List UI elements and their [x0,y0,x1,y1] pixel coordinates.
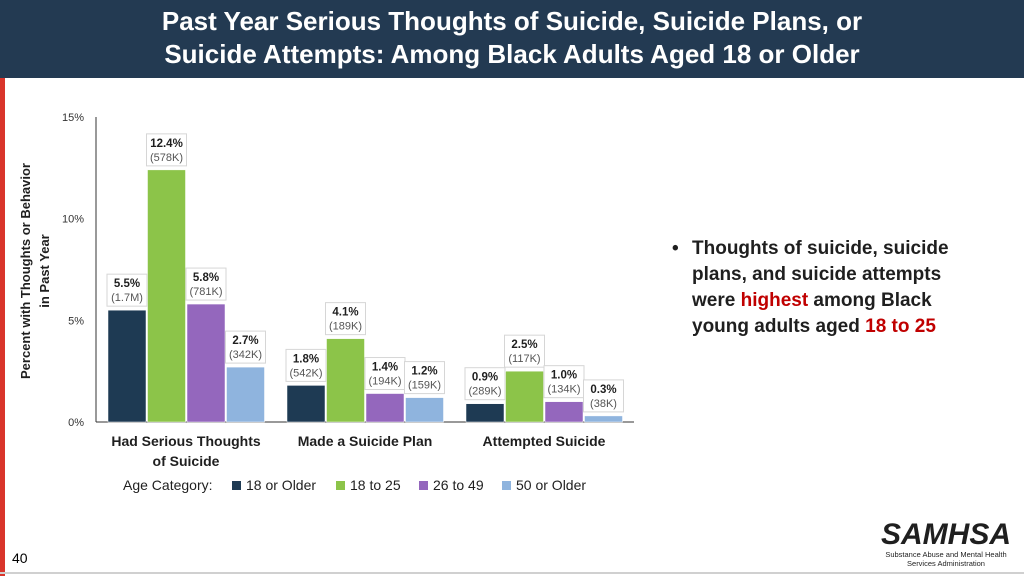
title-banner: Past Year Serious Thoughts of Suicide, S… [0,0,1024,78]
data-label-box [543,365,585,399]
bar [365,393,405,423]
logo-subtitle-line1: Substance Abuse and Mental Health [885,550,1007,559]
data-label-value: 5.5% [114,278,140,290]
data-label-value: 1.8% [293,353,319,365]
footer-divider [0,572,1024,574]
data-label-box [146,133,187,167]
data-label-value: 5.8% [193,272,219,284]
data-label-value: 12.4% [150,138,183,150]
bar [405,397,444,423]
y-axis-label-line1: Percent with Thoughts or Behavior [18,163,33,379]
data-label-box [106,273,148,307]
data-label-value: 1.4% [372,362,398,374]
data-label-count: (342K) [229,349,262,361]
data-label-value: 4.1% [332,307,358,319]
bar [286,385,326,423]
legend-swatch [232,481,241,490]
data-label-value: 0.3% [590,384,616,396]
x-tick-label: Made a Suicide Plan [298,433,433,449]
data-label-count: (159K) [408,380,441,392]
legend-swatch [419,481,428,490]
bullet-highlight-highest: highest [740,290,809,311]
legend-label: 18 or Older [246,477,316,493]
data-label-count: (1.7M) [111,292,143,304]
bar [326,338,365,423]
data-label-value: 0.9% [472,372,498,384]
data-label-box [285,348,327,382]
page-number: 40 [12,550,28,566]
logo-subtitle-line2: Services Administration [907,559,985,568]
data-label-box [504,334,545,368]
y-tick-label: 10% [62,214,84,226]
x-tick-label: of Suicide [153,453,220,469]
bullet-point: • Thoughts of suicide, suicide plans, an… [672,236,972,340]
data-label-box [325,302,366,336]
y-tick-label: 0% [68,417,84,429]
data-label-value: 2.5% [511,339,537,351]
legend-label: 26 to 49 [433,477,484,493]
bullet-text: Thoughts of suicide, suicide plans, and … [692,236,972,340]
logo-name: SAMHSA [880,518,1011,551]
legend-label: 18 to 25 [350,477,401,493]
data-label-value: 1.2% [411,366,437,378]
chart-title-line1: Past Year Serious Thoughts of Suicide, S… [161,6,863,36]
data-label-box [404,361,445,395]
bar [147,169,186,423]
bar [465,403,505,423]
legend-title: Age Category: [123,477,213,493]
bullet-text-part1: Thoughts of suicide, suicide plans, and … [692,238,949,311]
bar [584,415,623,423]
data-label-box [464,367,506,401]
data-label-count: (117K) [508,353,540,365]
bullet-highlight-age: 18 to 25 [865,316,936,337]
legend-swatch [502,481,511,490]
data-label-count: (542K) [289,367,322,379]
bullet-text-part2: among Black young adults aged [692,290,932,337]
samhsa-logo: SAMHSA Substance Abuse and Mental Health… [876,518,1016,569]
data-label-count: (578K) [150,152,183,164]
data-label-count: (289K) [468,386,501,398]
bullet-marker: • [672,238,679,259]
y-tick-label: 5% [68,315,84,327]
bar [226,366,265,423]
bar [544,401,584,423]
accent-bar [0,78,5,576]
data-label-box [185,267,227,301]
bar-chart: 0% 5% 10% 15% Percent with Thoughts or Behav… [18,112,634,493]
x-tick-label: Had Serious Thoughts [111,433,261,449]
legend-label: 50 or Older [516,477,586,493]
bar [186,303,226,423]
chart-title-line2: Suicide Attempts: Among Black Adults Age… [164,39,860,69]
data-label-count: (38K) [590,398,617,410]
y-tick-label: 15% [62,112,84,124]
data-label-count: (134K) [547,384,580,396]
data-label-box [225,330,266,364]
y-axis-label-line2: in Past Year [37,234,52,307]
data-label-count: (189K) [329,321,362,333]
data-label-box [583,379,624,413]
bar [505,370,544,423]
data-label-value: 2.7% [232,335,258,347]
data-label-count: (194K) [368,376,401,388]
bar [107,309,147,423]
legend-swatch [336,481,345,490]
data-label-value: 1.0% [551,370,577,382]
data-label-count: (781K) [189,286,222,298]
x-tick-label: Attempted Suicide [483,433,606,449]
